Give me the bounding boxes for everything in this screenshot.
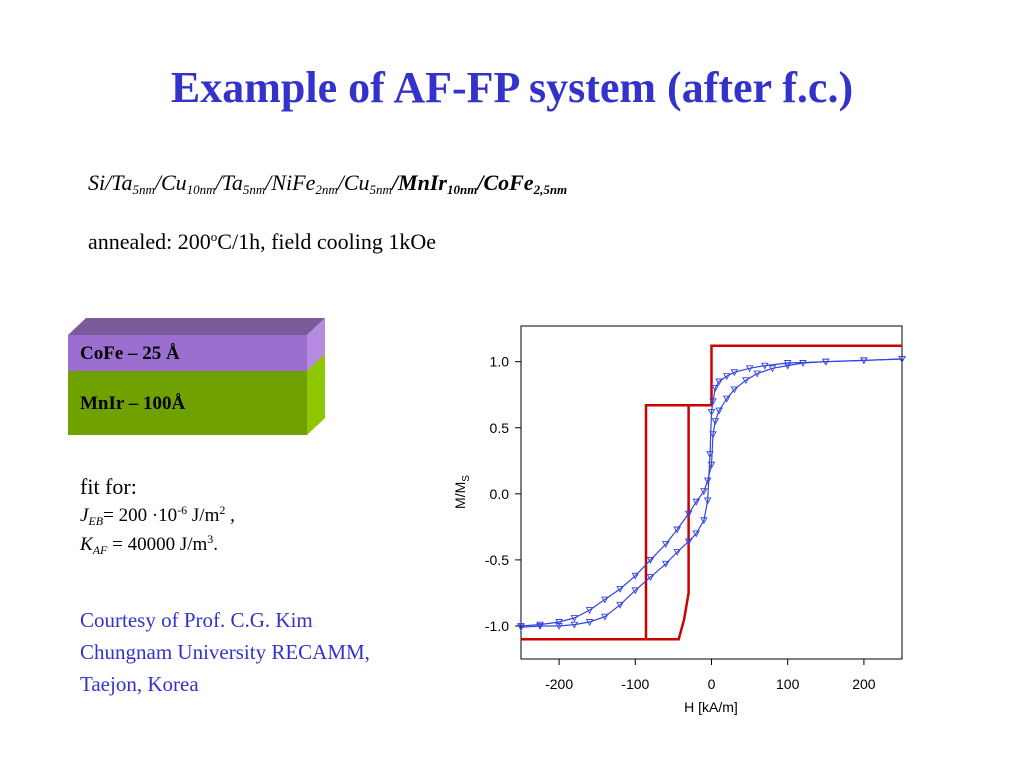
- series-point: [673, 549, 681, 556]
- mnir-layer-label: MnIr – 100Å: [80, 393, 186, 414]
- y-tick-label: 0.5: [490, 420, 510, 436]
- series-point: [601, 613, 609, 621]
- x-tick-label: -200: [545, 676, 573, 692]
- series-point: [646, 556, 655, 564]
- mnir-layer-side: [307, 354, 325, 435]
- series-point: [692, 498, 701, 506]
- y-tick-label: 1.0: [490, 354, 510, 370]
- series-point: [662, 560, 670, 568]
- series-point: [662, 541, 670, 548]
- x-tick-label: -100: [621, 676, 649, 692]
- series-point: [673, 526, 681, 534]
- series-point: [753, 370, 761, 378]
- series-point: [715, 407, 723, 415]
- series-point: [517, 624, 525, 632]
- series-point: [707, 408, 716, 416]
- series-point: [706, 451, 714, 459]
- fit-jeb: JEB= 200 ·10-6 J/m2 ,: [80, 503, 235, 528]
- series-point: [646, 574, 655, 582]
- cofe-layer-label: CoFe – 25 Å: [80, 343, 180, 364]
- series-point: [631, 572, 640, 580]
- series-point: [700, 517, 708, 525]
- x-tick-label: 200: [852, 676, 876, 692]
- x-axis-label: H [kA/m]: [684, 699, 738, 715]
- series-point: [585, 619, 594, 626]
- series-point: [860, 357, 868, 365]
- series-line-0: [521, 344, 902, 641]
- series-point: [822, 358, 830, 366]
- series-point: [570, 621, 579, 629]
- courtesy-line-1: Courtesy of Prof. C.G. Kim: [80, 608, 313, 632]
- y-axis-label: M/MS: [452, 475, 472, 509]
- layer-stack-formula: Si/Ta5nm/Cu10nm/Ta5nm/NiFe2nm/Cu5nm/MnIr…: [88, 170, 568, 197]
- series-point: [536, 621, 544, 629]
- series-point: [711, 385, 720, 393]
- y-tick-label: -1.0: [485, 618, 509, 634]
- series-point: [616, 601, 624, 609]
- series-point: [684, 510, 693, 518]
- series-point: [742, 377, 750, 385]
- fit-header: fit for:: [80, 474, 137, 499]
- series-point: [684, 538, 693, 546]
- series-point: [709, 431, 717, 439]
- courtesy-line-2: Chungnam University RECAMM,: [80, 640, 370, 664]
- x-tick-label: 0: [708, 676, 716, 692]
- series-point: [570, 615, 579, 622]
- series-point: [536, 623, 544, 630]
- series-line-1: [520, 358, 903, 627]
- series-point: [616, 586, 624, 593]
- series-point: [700, 488, 708, 496]
- series-point: [799, 360, 807, 367]
- mnir-layer-front: [68, 371, 307, 435]
- courtesy-line-3: Taejon, Korea: [80, 672, 199, 696]
- fit-parameters: fit for: JEB= 200 ·10-6 J/m2 , KAF = 400…: [80, 472, 235, 559]
- series-point: [768, 365, 777, 373]
- series-point: [555, 623, 563, 630]
- annealing-conditions: annealed: 200oC/1h, field cooling 1kOe: [88, 229, 437, 254]
- cofe-layer-side: [307, 318, 325, 371]
- series-point: [585, 607, 594, 615]
- series-point: [722, 395, 731, 403]
- series-point: [703, 497, 712, 505]
- cofe-layer-front: [68, 335, 307, 371]
- series-point: [761, 362, 769, 370]
- series-point: [709, 398, 717, 406]
- cofe-layer-top-face: [68, 318, 325, 335]
- x-tick-label: 100: [776, 676, 800, 692]
- series-point: [722, 373, 731, 381]
- series-point: [898, 356, 906, 363]
- series-point: [783, 360, 792, 367]
- series-point: [711, 418, 720, 426]
- series-point: [715, 378, 723, 386]
- series-point: [631, 587, 640, 595]
- series-line-2: [520, 358, 903, 628]
- series-point: [730, 386, 739, 394]
- fit-kaf: KAF = 40000 J/m3.: [80, 532, 219, 557]
- series-point: [601, 596, 609, 604]
- series-point: [745, 365, 754, 373]
- slide-title: Example of AF-FP system (after f.c.): [170, 63, 854, 112]
- series-point: [517, 623, 525, 630]
- y-tick-label: -0.5: [485, 552, 509, 568]
- series-point: [730, 369, 739, 377]
- series-point: [555, 619, 563, 626]
- courtesy-note: Courtesy of Prof. C.G. Kim Chungnam Univ…: [80, 604, 370, 700]
- y-tick-label: 0.0: [490, 486, 510, 502]
- series-point: [692, 530, 701, 538]
